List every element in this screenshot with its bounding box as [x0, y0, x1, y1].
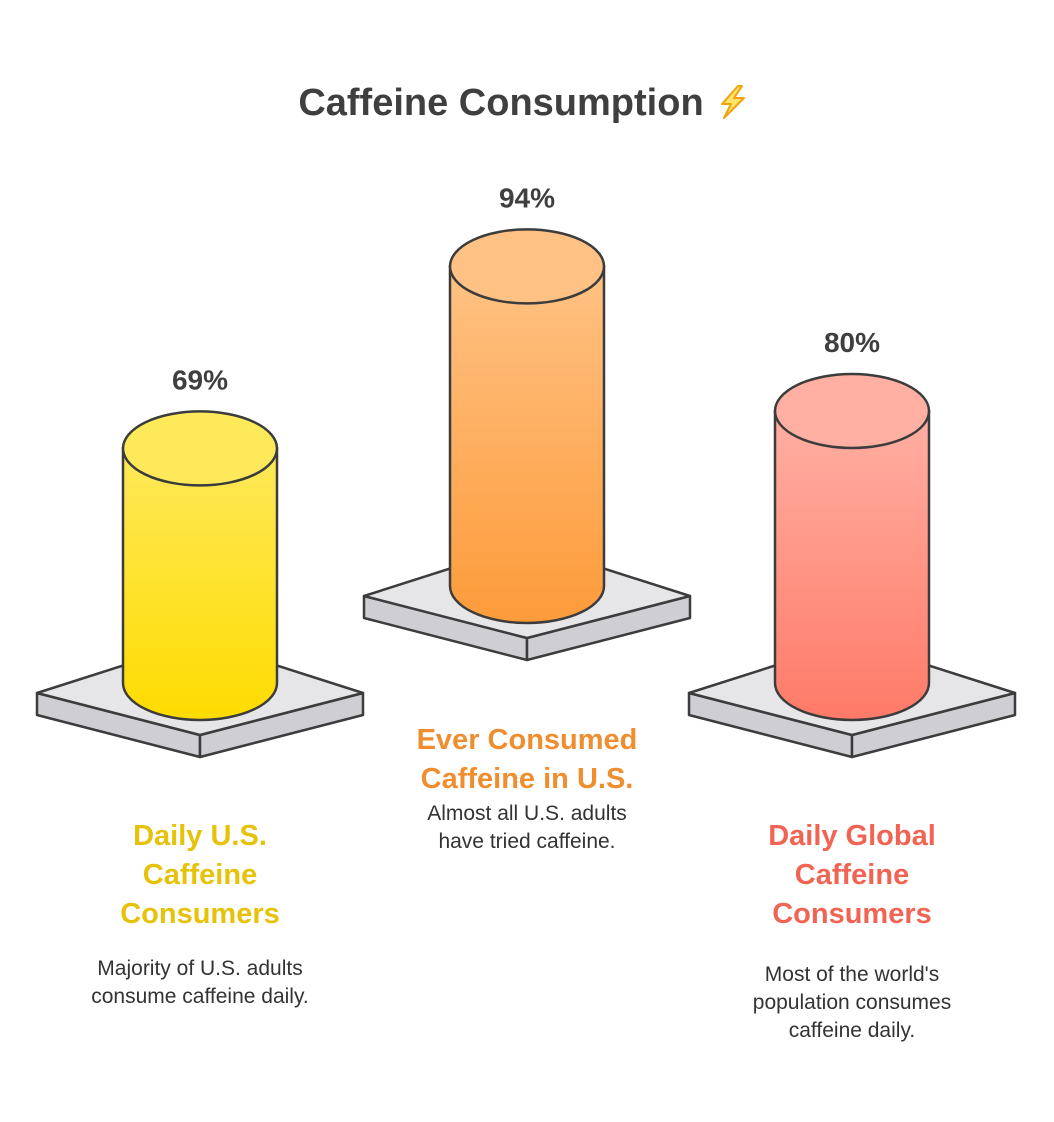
value-label: 80% — [824, 327, 880, 358]
cylinder-body — [448, 265, 606, 625]
cylinder-top — [121, 410, 279, 487]
bar-2: 94% — [362, 182, 692, 662]
bar-3: 80% — [687, 327, 1017, 759]
value-label: 69% — [172, 364, 228, 395]
category-label: Ever Consumed Caffeine in U.S. — [417, 724, 638, 795]
bar-1: 69% — [35, 364, 365, 759]
cylinder-body — [773, 409, 931, 722]
category-label: Daily Global Caffeine Consumers — [768, 820, 936, 930]
cylinder-top — [448, 228, 606, 305]
description-text: Most of the world's population consumes ca… — [753, 963, 951, 1042]
description-text: Majority of U.S. adults consume caffeine … — [91, 957, 309, 1008]
cylinder-top — [773, 372, 931, 450]
cylinder-body — [121, 447, 279, 722]
labels: Daily U.S. Caffeine Consumers Majority of U… — [91, 724, 951, 1042]
category-label: Daily U.S. Caffeine Consumers — [120, 820, 280, 930]
value-label: 94% — [499, 182, 555, 213]
lightning-bolt-icon — [721, 85, 745, 119]
description-text: Almost all U.S. adults have tried caffein… — [427, 802, 627, 853]
chart-title: Caffeine Consumption — [298, 82, 703, 124]
bars: 69% 94% 80% — [35, 182, 1017, 759]
